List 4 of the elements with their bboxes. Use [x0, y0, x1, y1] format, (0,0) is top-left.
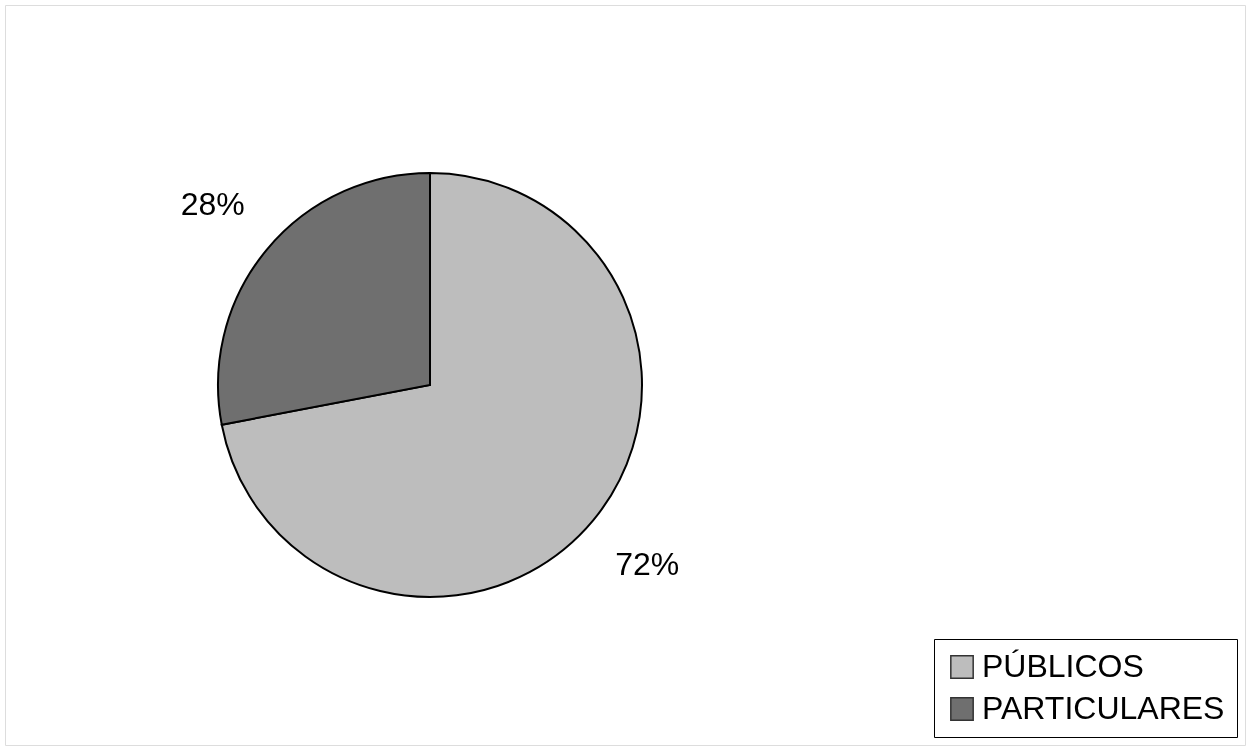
- data-label: 72%: [615, 545, 680, 582]
- legend-label: PÚBLICOS: [982, 648, 1144, 684]
- legend-label: PARTICULARES: [982, 690, 1225, 726]
- data-label: 28%: [180, 186, 245, 223]
